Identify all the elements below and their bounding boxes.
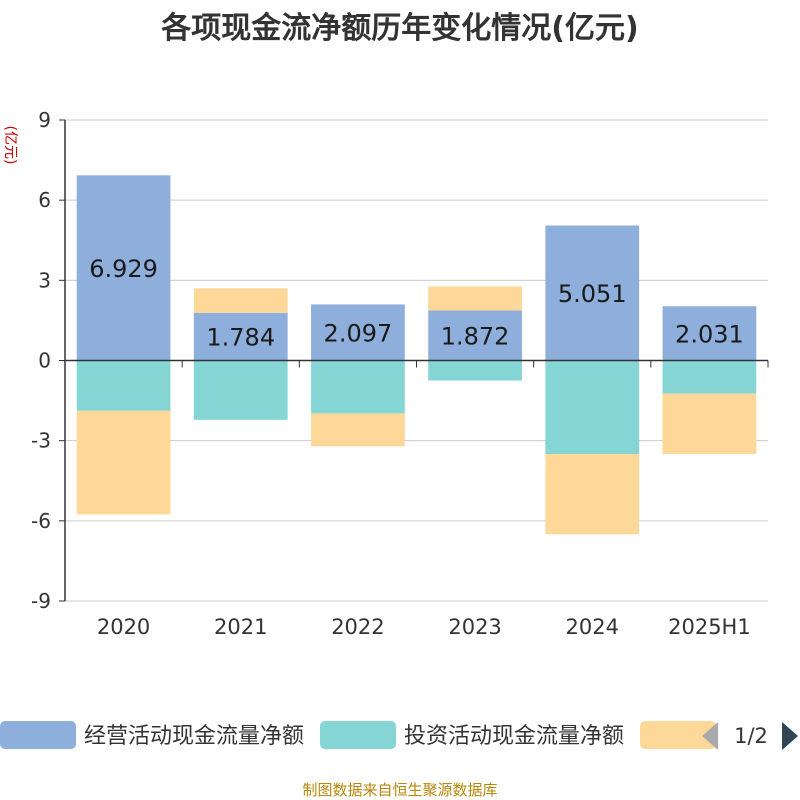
bar-1-2023 xyxy=(428,360,522,381)
x-tick-label: 2024 xyxy=(566,615,619,639)
bar-0-2025H1 xyxy=(662,306,757,361)
legend-swatch-2 xyxy=(640,721,716,749)
bar-1-2020 xyxy=(76,360,171,411)
x-tick-label: 2020 xyxy=(97,615,150,639)
y-tick-label: 9 xyxy=(38,108,51,132)
y-axis-label: (亿元) xyxy=(2,126,18,165)
y-tick-label: -9 xyxy=(31,589,51,613)
y-tick-label: 6 xyxy=(38,188,51,212)
bar-2-2024 xyxy=(545,454,640,535)
data-label: 5.051 xyxy=(558,280,627,308)
y-tick-label: 3 xyxy=(38,268,51,292)
data-label: 6.929 xyxy=(89,255,158,283)
bar-1-2024 xyxy=(545,360,640,455)
prev-page-icon[interactable] xyxy=(702,722,718,750)
x-tick-label: 2022 xyxy=(331,615,384,639)
bars xyxy=(76,175,757,535)
gridlines xyxy=(65,119,768,602)
bar-1-2021 xyxy=(193,360,288,420)
data-label: 1.872 xyxy=(441,322,510,350)
bar-0-2021 xyxy=(193,312,288,361)
legend: 经营活动现金流量净额 投资活动现金流量净额 1/2 xyxy=(0,721,798,750)
footer-source: 制图数据来自恒生聚源数据库 xyxy=(302,781,497,799)
data-label: 2.097 xyxy=(324,319,393,347)
y-tick-label: -3 xyxy=(31,429,51,453)
bar-0-2022 xyxy=(311,304,405,361)
x-tick-label: 2021 xyxy=(214,615,267,639)
axes: 9 6 3 0 -3 -6 -9 2020 2021 2022 2023 2024 2025H1 xyxy=(31,108,769,639)
legend-swatch-1 xyxy=(320,721,396,749)
bar-2-2023 xyxy=(428,286,522,311)
chart-title: 各项现金流净额历年变化情况(亿元) xyxy=(160,11,638,46)
bar-2-2022 xyxy=(311,413,405,447)
bar-2-2021 xyxy=(193,288,288,313)
bar-1-2022 xyxy=(311,360,405,414)
legend-label-1: 投资活动现金流量净额 xyxy=(404,724,624,749)
bar-1-2025H1 xyxy=(662,360,757,394)
legend-swatch-0 xyxy=(0,721,76,749)
x-tick-label: 2023 xyxy=(448,615,501,639)
y-tick-label: -6 xyxy=(31,509,51,533)
bar-0-2023 xyxy=(428,310,522,361)
bar-2-2025H1 xyxy=(662,393,757,455)
y-tick-label: 0 xyxy=(38,349,51,373)
data-label: 2.031 xyxy=(675,320,744,348)
x-tick-label: 2025H1 xyxy=(668,615,751,639)
data-labels: 6.929 1.784 2.097 1.872 5.051 2.031 xyxy=(89,255,744,352)
data-label: 1.784 xyxy=(206,324,275,352)
bar-0-2020 xyxy=(76,175,171,361)
bar-0-2024 xyxy=(545,225,640,361)
legend-page-indicator: 1/2 xyxy=(734,724,768,748)
bar-2-2020 xyxy=(76,410,171,515)
next-page-icon[interactable] xyxy=(782,722,798,750)
legend-label-0: 经营活动现金流量净额 xyxy=(84,724,304,749)
